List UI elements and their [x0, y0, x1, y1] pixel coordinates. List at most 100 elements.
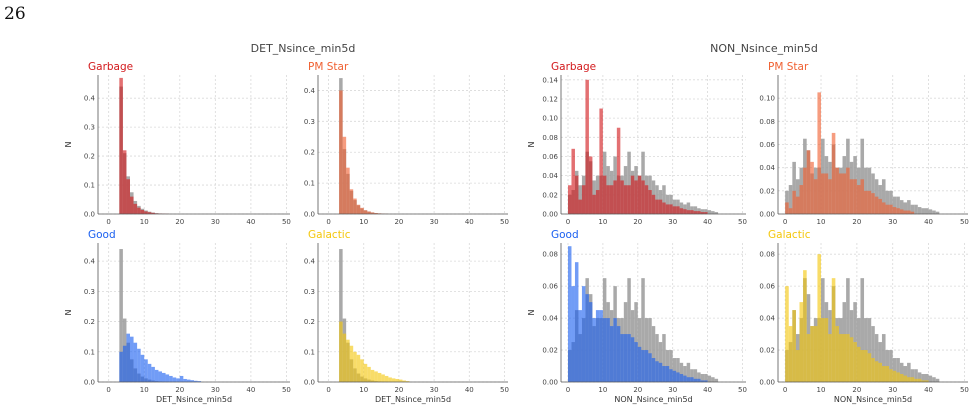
x-tick-label: 10 — [598, 218, 607, 226]
background-bar — [672, 358, 677, 382]
background-bar — [899, 200, 904, 214]
background-bar — [679, 362, 684, 382]
class-bar — [342, 333, 347, 382]
class-bar — [627, 185, 631, 214]
x-tick-label: 20 — [852, 218, 861, 226]
class-bar — [388, 377, 392, 382]
class-bar — [697, 211, 701, 214]
background-bar — [892, 196, 897, 214]
background-bar — [921, 208, 925, 214]
x-tick-label: 20 — [175, 386, 184, 394]
class-bar — [144, 211, 148, 214]
background-bar — [655, 334, 659, 382]
x-tick-label: 30 — [211, 386, 220, 394]
x-tick-label: 50 — [738, 386, 747, 394]
class-bar — [398, 379, 403, 382]
class-bar — [578, 199, 582, 214]
background-bar — [641, 278, 645, 382]
class-bar — [339, 90, 343, 214]
page-number: 26 — [4, 4, 26, 24]
class-bar — [856, 185, 861, 214]
class-bar — [907, 210, 911, 214]
y-tick-label: 0.06 — [542, 153, 558, 161]
x-tick-label: 20 — [852, 386, 861, 394]
class-bar — [899, 209, 904, 214]
class-bar — [903, 375, 908, 382]
class-bar — [885, 204, 890, 214]
x-tick-label: 50 — [960, 386, 969, 394]
background-bar — [648, 318, 652, 382]
class-bar — [165, 374, 170, 382]
class-bar — [137, 348, 141, 382]
class-bar — [700, 212, 705, 214]
background-bar — [899, 362, 904, 382]
class-bar — [637, 175, 642, 214]
class-bar — [889, 204, 893, 214]
class-bar — [641, 350, 645, 382]
class-bar — [831, 132, 836, 214]
class-bar — [856, 346, 861, 382]
y-tick-label: 0.1 — [304, 348, 315, 356]
x-axis-label: NON_Nsince_min5d — [614, 395, 692, 404]
class-bar — [581, 286, 586, 382]
class-bar — [838, 334, 843, 382]
class-bar — [828, 179, 832, 214]
class-bar — [374, 213, 378, 214]
class-bar — [585, 79, 589, 214]
class-bar — [669, 204, 673, 214]
class-bar — [179, 375, 184, 382]
class-bar — [567, 246, 572, 382]
class-bar — [838, 173, 843, 214]
background-bar — [860, 138, 865, 214]
background-bar — [707, 375, 712, 382]
y-tick-label: 0.08 — [759, 118, 775, 126]
y-tick-label: 0.3 — [84, 288, 95, 296]
class-bar — [641, 180, 645, 214]
panel-title: Good — [551, 229, 579, 241]
background-bar — [885, 190, 890, 214]
class-bar — [803, 167, 807, 214]
y-tick-label: 0.3 — [304, 288, 315, 296]
y-tick-label: 0.3 — [304, 118, 315, 126]
y-tick-label: 0.06 — [759, 283, 775, 291]
class-bar — [391, 378, 396, 382]
x-tick-label: 0 — [783, 218, 787, 226]
class-bar — [339, 321, 343, 382]
class-bar — [896, 208, 900, 214]
class-bar — [810, 161, 814, 214]
class-bar — [346, 339, 350, 382]
class-bar — [651, 358, 656, 382]
y-tick-label: 0.4 — [304, 258, 316, 266]
x-tick-label: 50 — [500, 218, 509, 226]
y-tick-label: 0.10 — [759, 95, 775, 103]
class-bar — [831, 278, 836, 382]
class-bar — [795, 196, 800, 214]
background-bar — [651, 326, 656, 382]
class-bar — [356, 204, 361, 214]
background-bar — [917, 372, 922, 382]
class-bar — [672, 206, 677, 214]
class-bar — [813, 179, 818, 214]
class-bar — [606, 185, 610, 214]
y-tick-label: 0.00 — [542, 379, 558, 387]
x-tick-label: 0 — [326, 386, 330, 394]
x-tick-label: 10 — [359, 386, 368, 394]
panel-title: PM Star — [768, 61, 809, 73]
y-tick-label: 0.02 — [542, 347, 558, 355]
class-bar — [690, 377, 694, 382]
class-bar — [370, 212, 375, 214]
class-bar — [885, 366, 890, 382]
class-bar — [353, 351, 357, 382]
class-bar — [599, 310, 603, 382]
class-bar — [810, 326, 814, 382]
y-tick-label: 0.4 — [84, 258, 96, 266]
y-tick-label: 0.08 — [542, 251, 558, 259]
background-bar — [917, 207, 922, 214]
class-bar — [395, 378, 399, 382]
background-bar — [711, 377, 715, 382]
x-tick-label: 50 — [500, 386, 509, 394]
background-bar — [785, 190, 789, 214]
class-bar — [162, 372, 166, 382]
y-tick-label: 0.04 — [542, 315, 558, 323]
class-bar — [367, 366, 371, 382]
